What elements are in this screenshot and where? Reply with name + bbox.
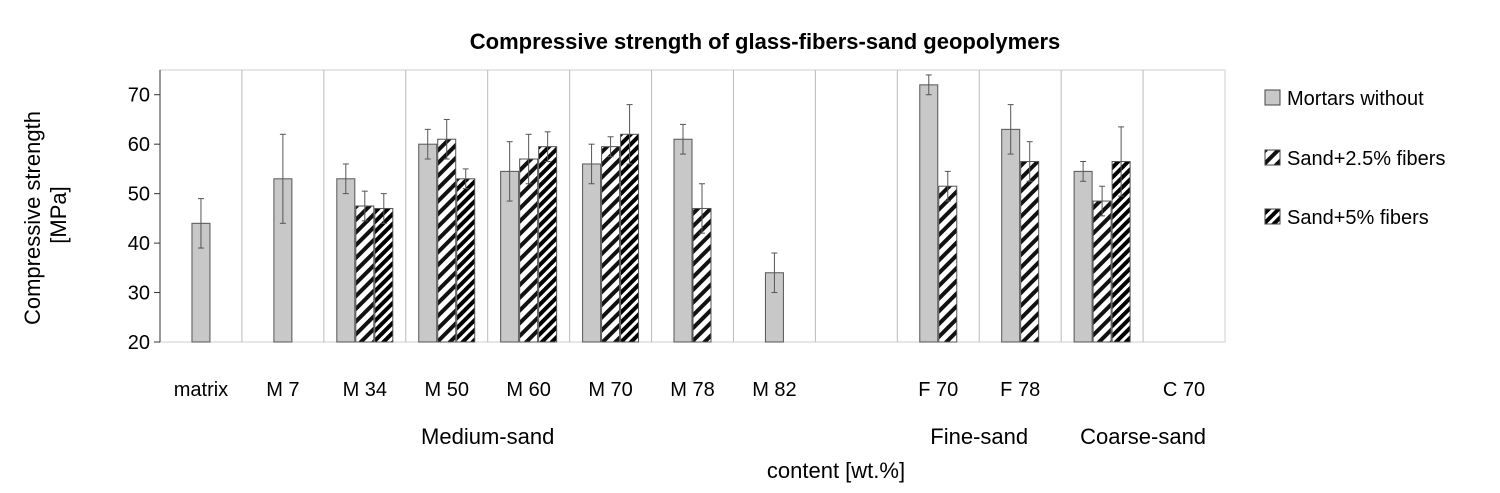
y-axis-title-line-2: [MPa]	[46, 186, 71, 243]
bar	[919, 84, 939, 343]
x-tick-label: M 60	[506, 379, 550, 401]
legend-label: Mortars without	[1287, 88, 1424, 110]
bar	[620, 133, 640, 343]
legend-patch	[1264, 149, 1281, 166]
bar	[1020, 160, 1040, 343]
tick-grouping-label: Medium-sand	[421, 424, 554, 449]
bar	[1073, 170, 1093, 343]
bar	[374, 207, 394, 343]
grid-lines	[241, 70, 1144, 342]
y-tick-label: 30	[128, 283, 150, 305]
bar	[336, 178, 356, 343]
bars	[191, 84, 1131, 343]
legend-label: Sand+5% fibers	[1287, 207, 1429, 229]
bar	[519, 158, 539, 343]
x-tick-label: M 50	[424, 379, 468, 401]
tick-grouping-label: Coarse-sand	[1080, 424, 1206, 449]
y-axis-title: Compressive strength [MPa]	[20, 105, 71, 325]
chart-title: Compressive strength of glass-fibers-san…	[470, 29, 1061, 54]
bar	[582, 163, 602, 343]
y-tick-label: 50	[128, 184, 150, 206]
bar	[437, 138, 457, 343]
x-axis: matrix M 7 M 34 M 50 M 60 M 70 M 78 M 82 F 70 F 7…	[174, 379, 1205, 401]
bar	[418, 143, 438, 343]
bar	[673, 138, 693, 343]
y-tick-label: 70	[128, 85, 150, 107]
legend: Mortars without Sand+2.5% fibers Sand+5% f…	[1264, 88, 1445, 229]
y-tick-label: 20	[128, 332, 150, 354]
tick-groupings: Medium-sand Fine-sand Coarse-sand	[421, 424, 1206, 449]
x-tick-label: M 78	[670, 379, 714, 401]
y-tick-label: 40	[128, 233, 150, 255]
plot-area	[159, 69, 1226, 343]
x-tick-label: M 82	[752, 379, 796, 401]
bar	[938, 185, 958, 343]
x-axis-title: content [wt.%]	[767, 458, 905, 483]
tick-grouping-label: Fine-sand	[930, 424, 1028, 449]
bar	[601, 146, 621, 343]
legend-patch	[1264, 208, 1281, 225]
bar	[538, 146, 558, 343]
y-axis-title-line-1: Compressive strength	[20, 111, 45, 325]
x-tick-label: F 78	[1000, 379, 1040, 401]
legend-label: Sand+2.5% fibers	[1287, 148, 1445, 170]
x-tick-label: M 7	[266, 379, 299, 401]
bar	[1092, 200, 1112, 343]
x-tick-label: C 70	[1163, 379, 1205, 401]
legend-patch	[1264, 89, 1281, 106]
x-tick-label: F 70	[918, 379, 958, 401]
bar	[355, 205, 375, 343]
y-tick-label: 60	[128, 134, 150, 156]
error-bars	[197, 74, 1125, 294]
bar	[456, 178, 476, 343]
x-tick-label: matrix	[174, 379, 228, 401]
y-axis: 20 30 40 50 60 70	[128, 70, 161, 354]
bar	[1001, 128, 1021, 343]
x-tick-label: M 34	[343, 379, 387, 401]
x-tick-label: M 70	[588, 379, 632, 401]
